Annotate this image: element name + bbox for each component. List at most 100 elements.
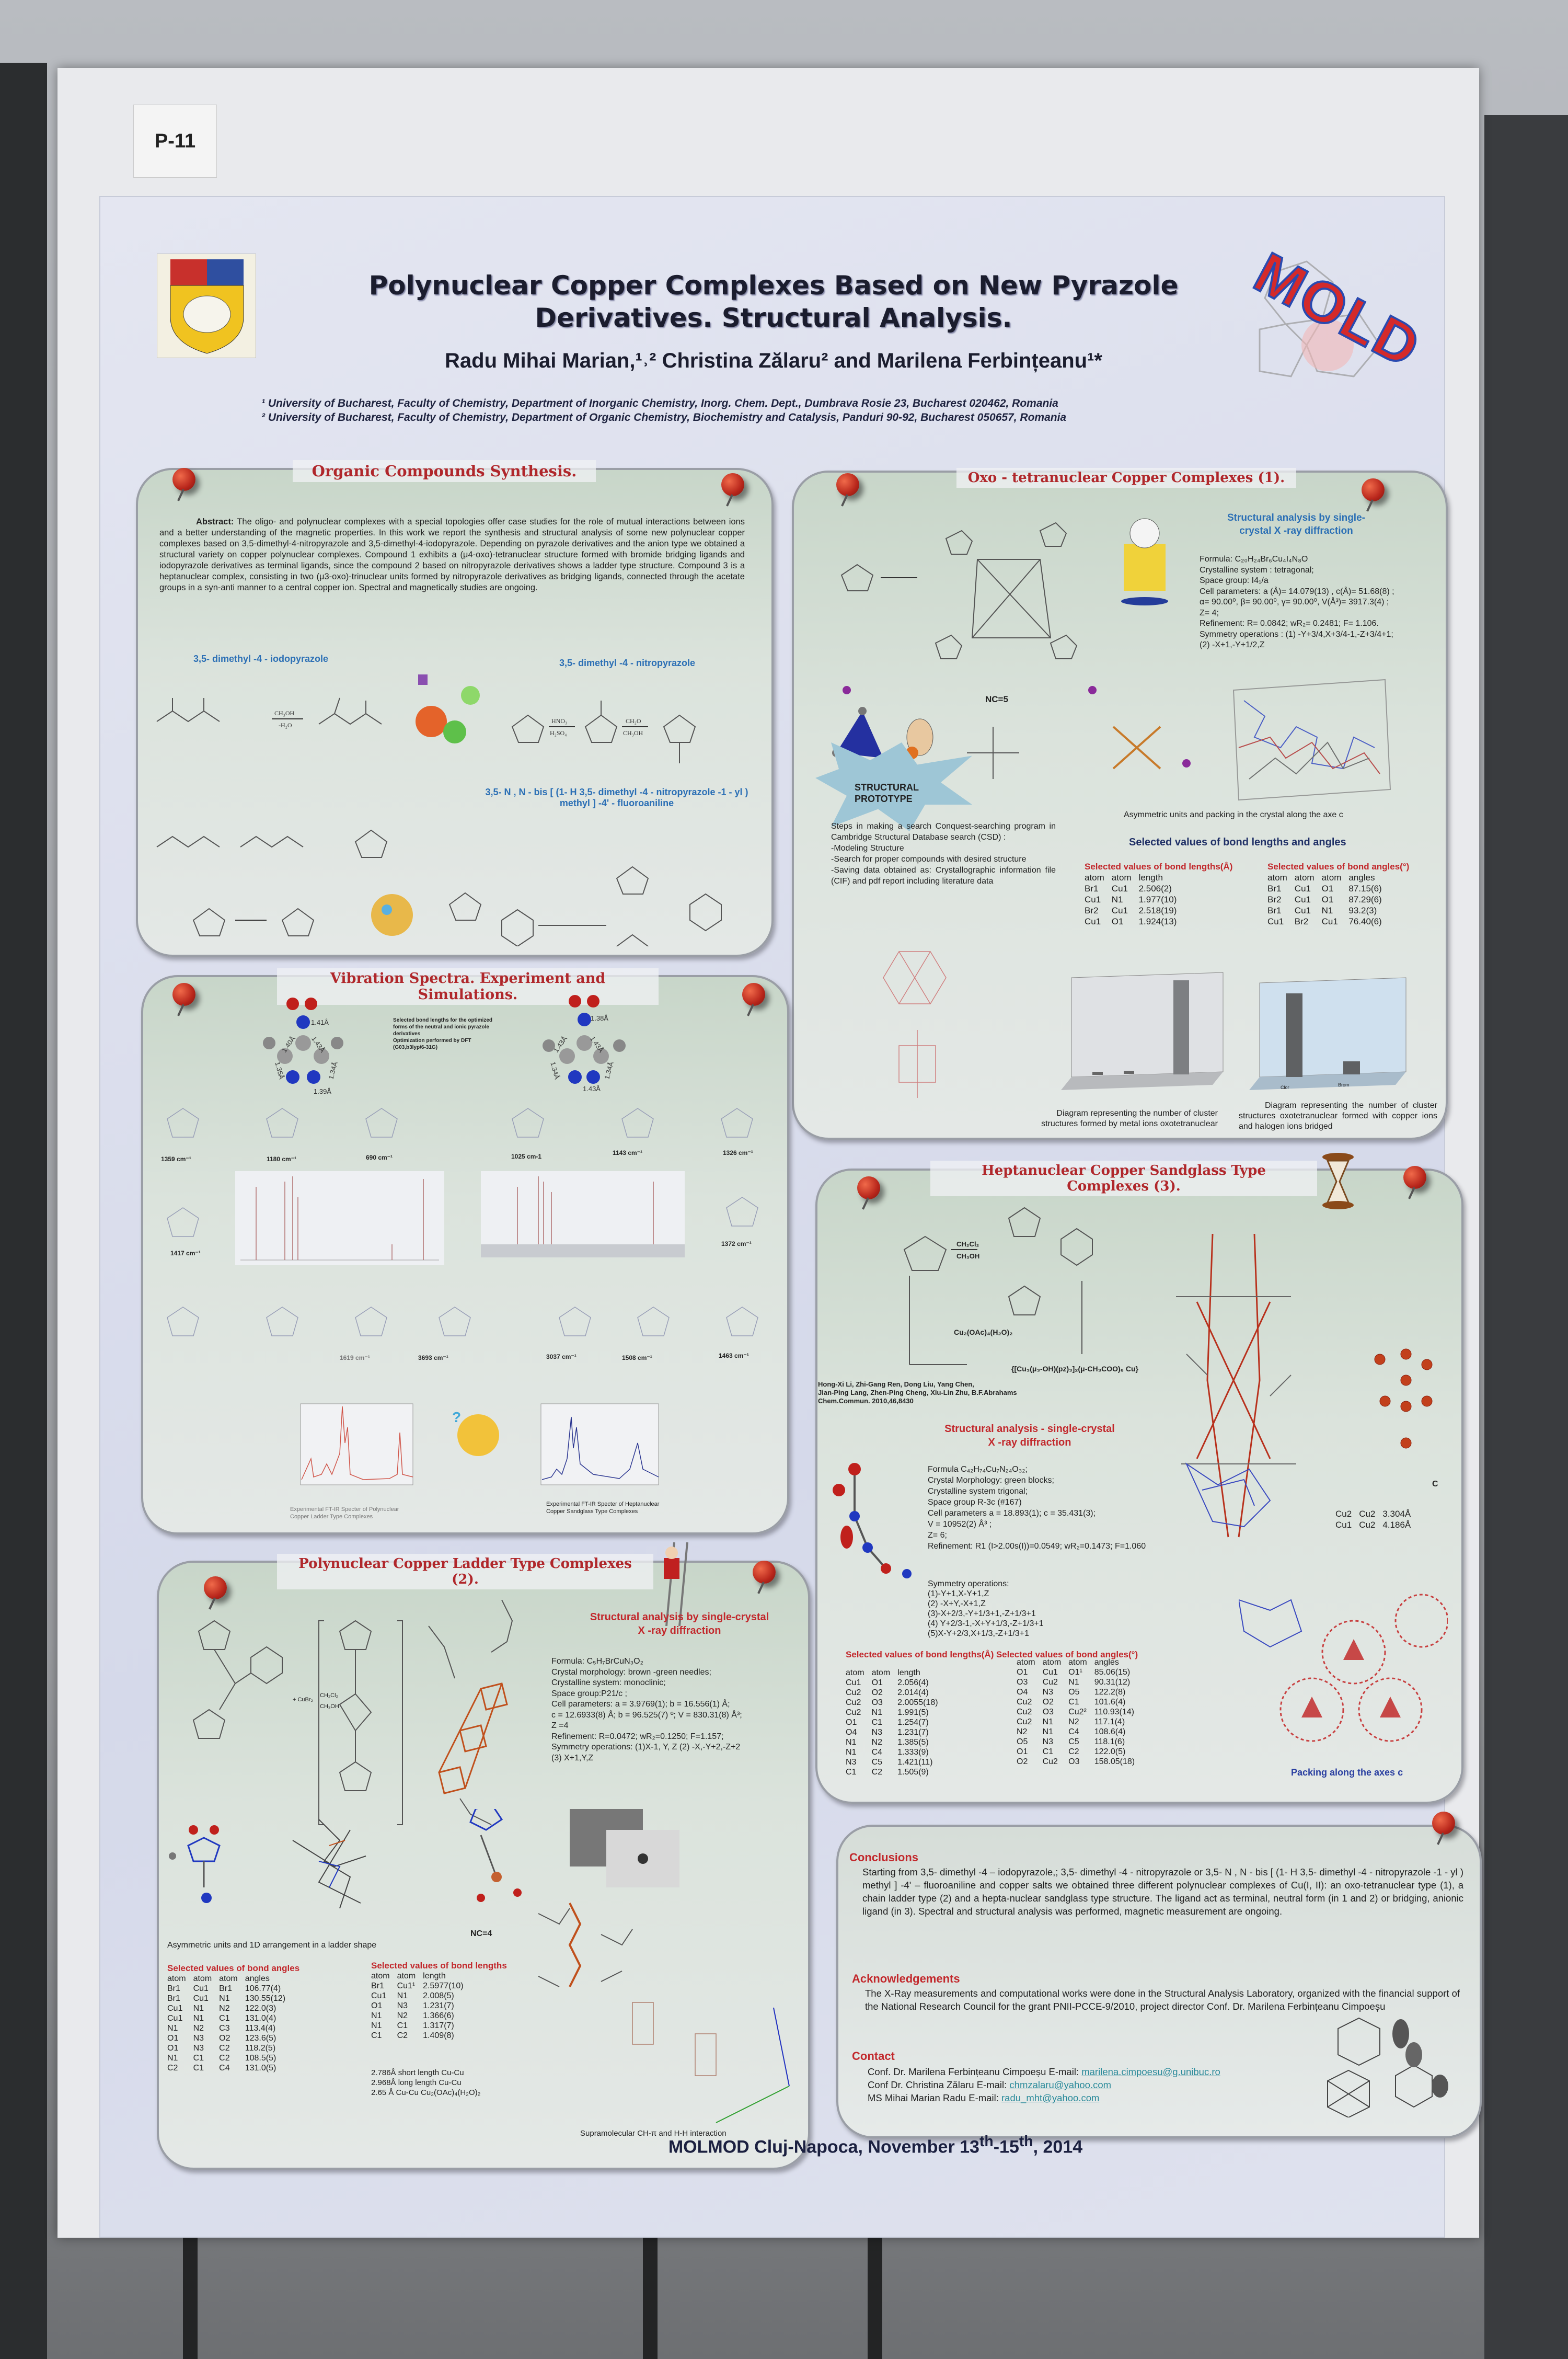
hepta-lengths-title: Selected values of bond lengths(Å) — [846, 1650, 994, 1659]
hepta-symmetry-operations: Symmetry operations: (1)-Y+1,X-Y+1,Z (2) -… — [928, 1579, 1137, 1639]
diagram1-caption: Diagram representing the number of clust… — [1041, 1109, 1218, 1128]
table-cell: 1.366(6) — [423, 2011, 454, 2020]
crystal-data-line: V = 10952(2) Å³ ; — [928, 1520, 992, 1529]
contact-email-link[interactable]: marilena.cimpoesu@g.unibuc.ro — [1081, 2066, 1220, 2077]
table-cell: N1 — [846, 1738, 857, 1747]
table-cell: N3 — [193, 2034, 204, 2043]
table-row: Cu1 O1 1.924(13) — [1085, 916, 1184, 927]
bar — [1343, 1061, 1360, 1074]
ftir-sandglass-plot — [540, 1403, 659, 1485]
table-cell: O2 — [1042, 1698, 1054, 1707]
cu-cu-note: 2.786Å short length Cu-Cu — [371, 2068, 464, 2077]
oxo-bond-lengths: Selected values of bond lengths(Å) atom a… — [1085, 862, 1232, 927]
table-cell: C2 — [871, 1768, 883, 1777]
sandglass-product-formula: {[Cu₃(μ₃-OH)(pz)₃]₂(μ-CH₃COO)₆ Cu} — [1011, 1365, 1138, 1373]
table-cell: atom — [1267, 873, 1287, 883]
frequency-label: 1463 cm⁻¹ — [719, 1352, 749, 1359]
contact-name: Conf. Dr. Marilena Ferbințeanu Cimpoeșu … — [868, 2066, 1082, 2077]
crystal-data-line: Refinement: R= 0.0842; wR₂= 0.2481; F= 1… — [1200, 619, 1379, 628]
table-row: Br1 Cu1 N1 130.55(12) — [167, 1994, 293, 2003]
table-cell: 1.333(9) — [897, 1748, 929, 1757]
table-cell: Cu1 — [1294, 884, 1311, 894]
frequency-label: 1508 cm⁻¹ — [622, 1354, 652, 1361]
contact-email-link[interactable]: radu_mht@yahoo.com — [1001, 2092, 1100, 2103]
frequency-label: 1372 cm⁻¹ — [721, 1240, 752, 1247]
hepta-angles-title: Selected values of bond angles(°) — [996, 1650, 1138, 1659]
table-cell: 1.254(7) — [897, 1718, 929, 1727]
table-row: Br2 Cu1 O1 87.29(6) — [1267, 894, 1389, 905]
table-cell: 113.4(4) — [245, 2024, 276, 2033]
nc4-label: NC=4 — [470, 1929, 492, 1938]
table-row: N1 N2 1.385(5) — [846, 1737, 946, 1747]
table-row: O1 Cu1 O1¹ 85.06(15) — [1017, 1667, 1142, 1677]
stand-leg — [868, 2222, 882, 2359]
table-cell: length — [423, 1972, 446, 1980]
table-cell: C4 — [219, 2064, 230, 2072]
table-cell: 130.55(12) — [245, 1994, 286, 2003]
conclusions-heading: Conclusions — [849, 1851, 919, 1864]
frequency-label: 3693 cm⁻¹ — [418, 1354, 448, 1361]
table-cell: C2 — [1068, 1747, 1079, 1756]
table-cell: Cu2 — [1042, 1757, 1058, 1766]
table-cell: Cu1 — [1294, 906, 1311, 915]
packing-axes-caption: Packing along the axes c — [1291, 1767, 1403, 1778]
table-cell: Br1 — [167, 1994, 180, 2003]
table-cell: 2.014(4) — [897, 1688, 929, 1697]
chemistry-apparatus-icon — [416, 674, 480, 743]
table-cell: N2 — [1068, 1717, 1079, 1726]
affiliations: ¹ University of Bucharest, Faculty of Ch… — [261, 396, 1281, 425]
table-cell: atom — [1042, 1658, 1062, 1667]
crystal-data-line: Space group:P21/c ; — [551, 1689, 627, 1698]
table-cell: Cu1¹ — [397, 1982, 416, 1990]
crystal-data-line: Symmetry operations : (1) -Y+3/4,X+3/4-1… — [1200, 629, 1393, 639]
table-cell: C2 — [219, 2054, 230, 2063]
ladder-synthesis-scheme — [192, 1600, 513, 1825]
bar — [1286, 993, 1302, 1077]
acknowledgements-heading: Acknowledgements — [852, 1972, 960, 1985]
table-cell: 87.29(6) — [1348, 895, 1382, 904]
table-cell: Br1 — [167, 1984, 180, 1993]
table-cell: 118.1(6) — [1094, 1737, 1125, 1746]
hepta-lengths-table: atom atom length Cu1 O1 2.056(4) Cu2 O2 2.014(4)… — [846, 1668, 946, 1777]
table-cell: C1 — [193, 2064, 204, 2072]
ladder-ortep-2 — [469, 1809, 522, 1902]
table-cell: Cu2 — [1359, 1509, 1376, 1519]
reference-line: Jian-Ping Lang, Zhen-Ping Cheng, Xiu-Lin… — [818, 1389, 1017, 1396]
table-row: Br2 Cu1 2.518(19) — [1085, 905, 1184, 916]
pushpin-icon — [204, 1576, 227, 1599]
table-row: Cu2 O3 Cu2² 110.93(14) — [1017, 1707, 1142, 1717]
table-cell: Cu2 — [1359, 1520, 1376, 1530]
table-header-row: atom atom length — [846, 1668, 946, 1678]
bar-label-clor: Clor — [1281, 1085, 1289, 1090]
table-cell: O1 — [371, 2001, 383, 2010]
table-cell: 93.2(3) — [1348, 906, 1377, 915]
table-cell: 106.77(4) — [245, 1984, 281, 1993]
oxo-structures — [832, 518, 1191, 779]
table-cell: Cu1 — [846, 1678, 861, 1687]
contact-name: MS Mihai Marian Radu E-mail: — [868, 2092, 1001, 2103]
contact-email-link[interactable]: chmzalaru@yahoo.com — [1009, 2079, 1112, 2090]
table-cell: O3 — [1042, 1708, 1054, 1716]
table-row: O3 Cu2 N1 90.31(12) — [1017, 1677, 1142, 1687]
crystal-data-line: Crystalline system: monoclinic; — [551, 1678, 666, 1687]
search-step: Steps in making a search Conquest-search… — [831, 822, 1056, 842]
iodopyrazole-label: 3,5- dimethyl -4 - iodopyrazole — [193, 654, 329, 664]
table-cell: N1 — [167, 2024, 178, 2033]
title-line-2: Derivatives. Structural Analysis. — [535, 303, 1012, 333]
table-header-row: atom atom length — [1085, 872, 1184, 883]
hepta-panel-title: Heptanuclear Copper Sandglass Type Compl… — [930, 1161, 1317, 1196]
pushpin-icon — [836, 473, 859, 496]
pushpin-icon — [1403, 1166, 1426, 1189]
frequency-label: 1025 cm-1 — [511, 1153, 542, 1160]
table-header-row: atom atom atom angles — [1267, 872, 1389, 883]
organic-panel-title: Organic Compounds Synthesis. — [293, 460, 596, 482]
table-cell: N3 — [397, 2001, 408, 2010]
oxo-bond-angles: Selected values of bond angles(°) atom at… — [1267, 862, 1409, 927]
table-cell: Br2 — [1294, 917, 1309, 926]
reference-line: Chem.Commun. 2010,46,8430 — [818, 1397, 914, 1405]
table-cell: O4 — [846, 1728, 857, 1737]
table-cell: O1 — [1017, 1747, 1028, 1756]
reagent-ch3oh: CH₃OH — [956, 1252, 980, 1260]
coat-of-arms-icon — [170, 259, 244, 354]
poster-title: Polynuclear Copper Complexes Based on Ne… — [366, 269, 1181, 334]
